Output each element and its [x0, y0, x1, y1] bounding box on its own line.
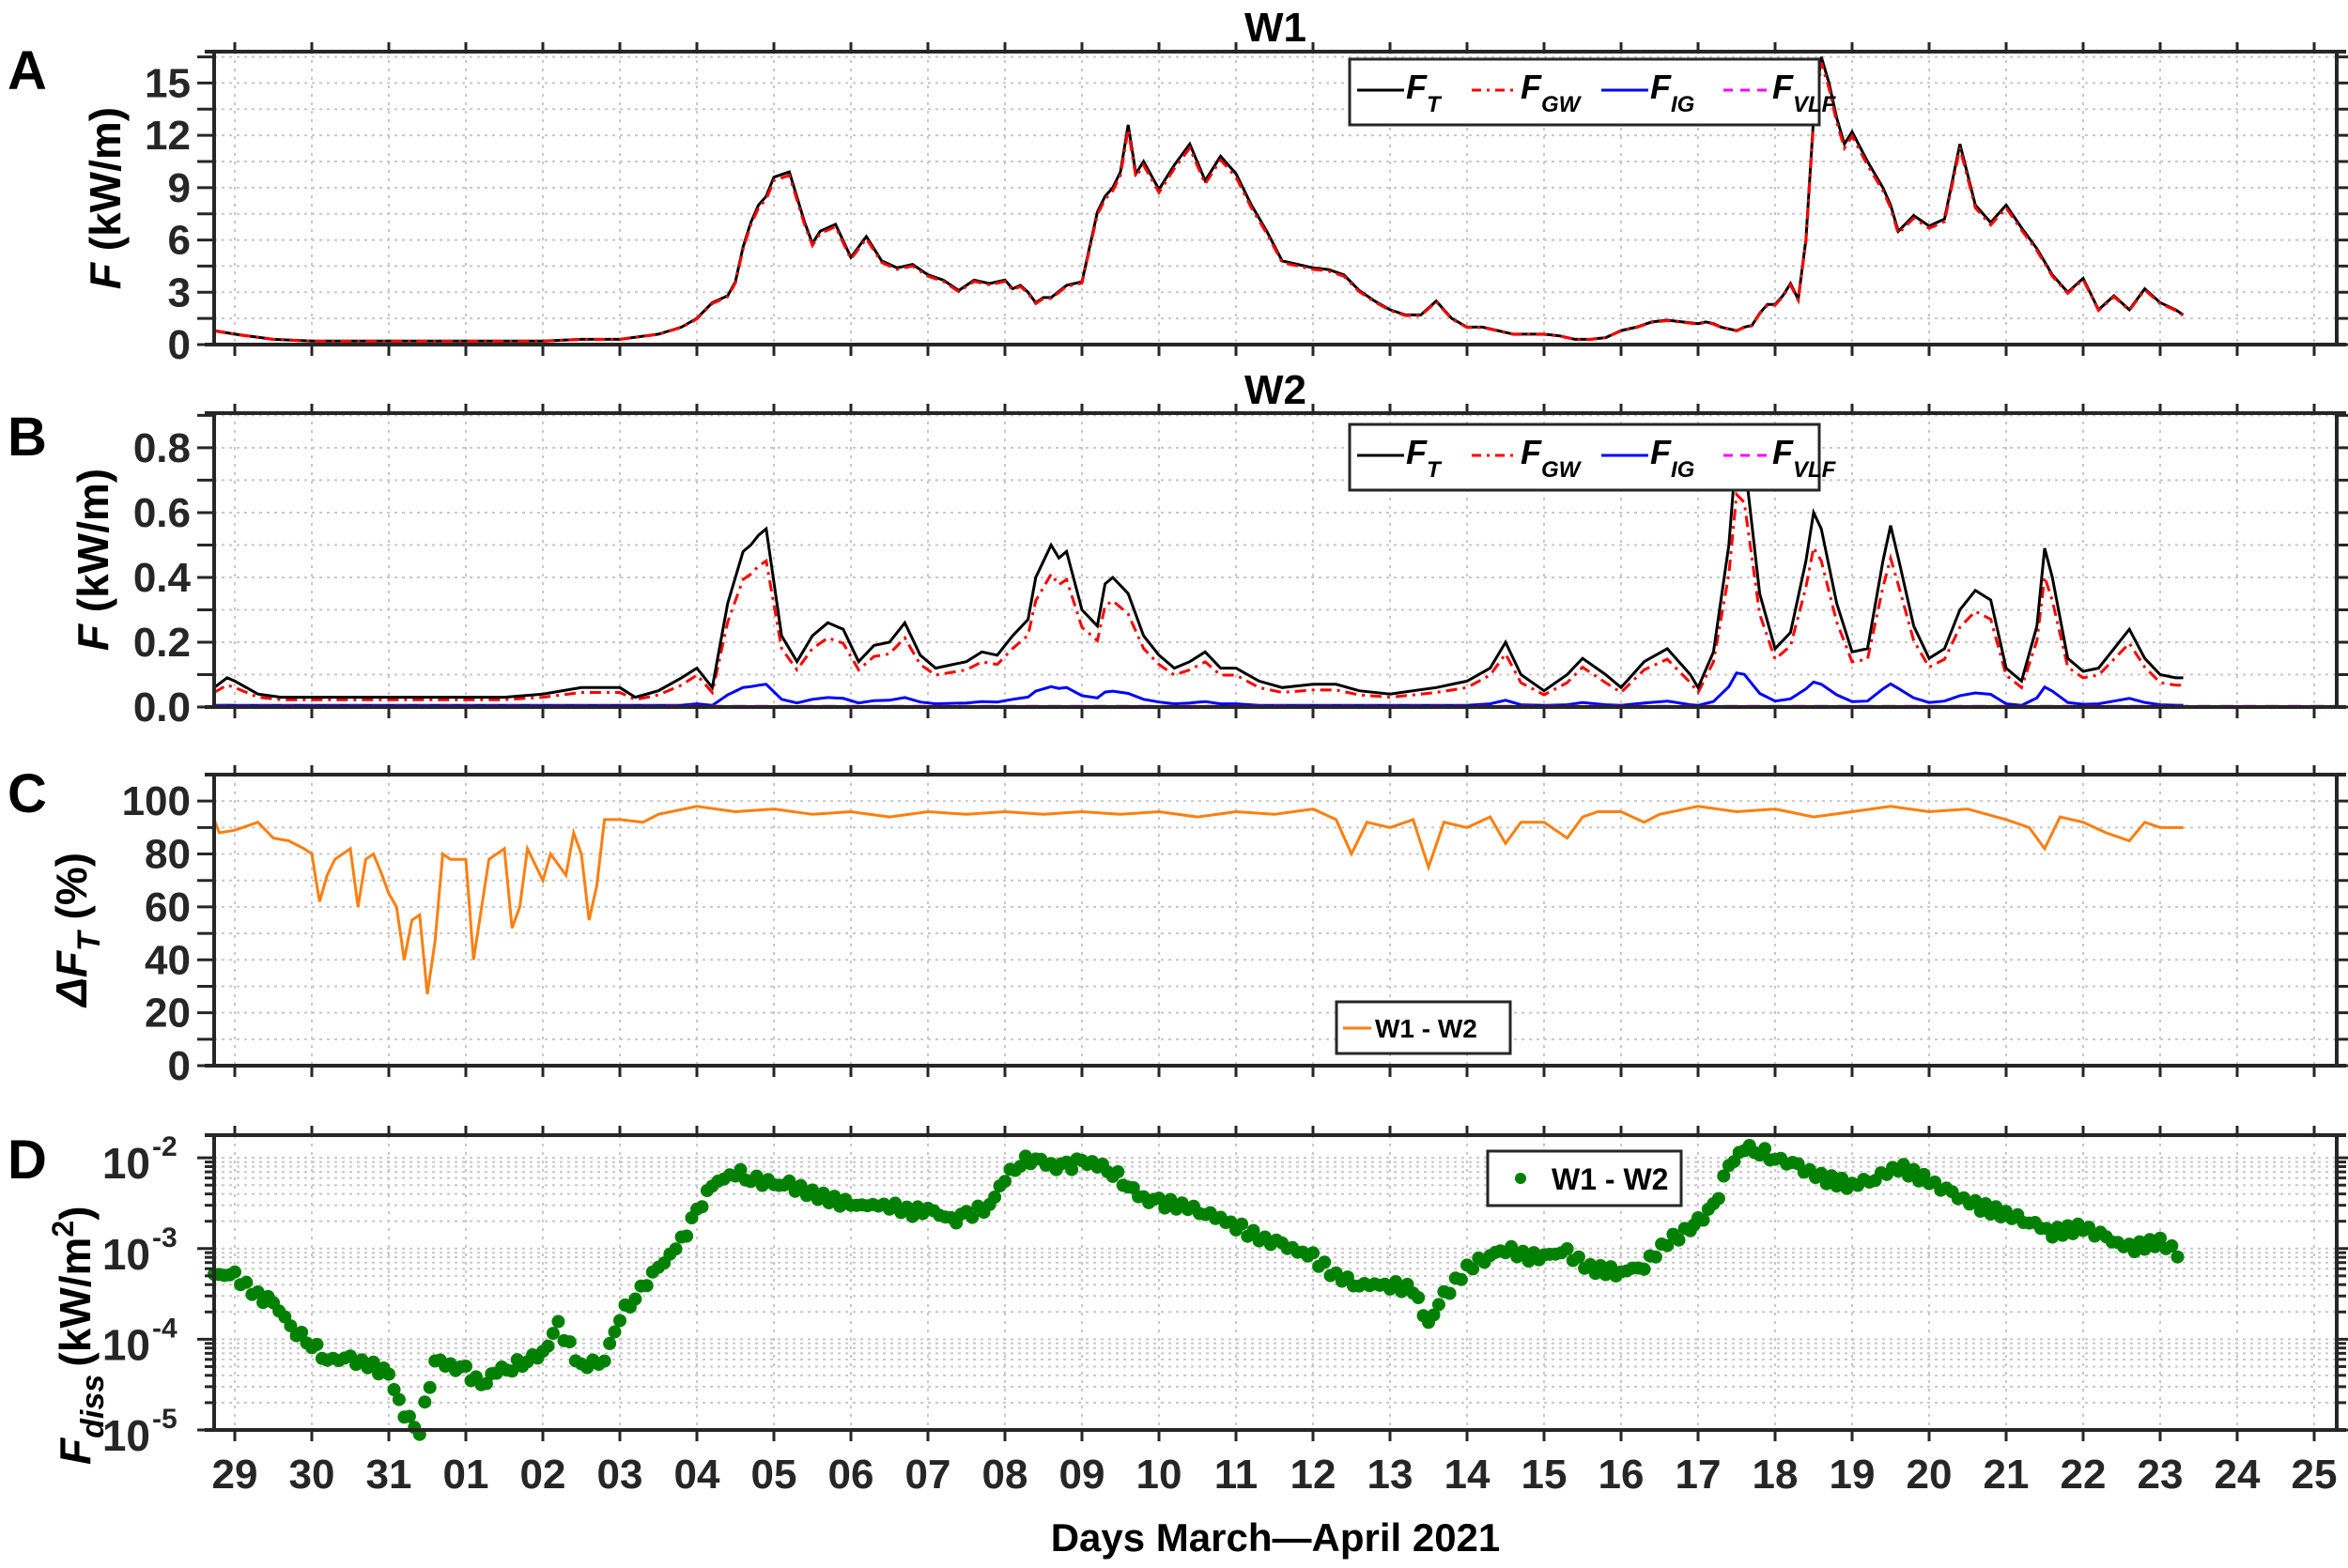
- x-tick-label: 24: [2215, 1452, 2261, 1498]
- svg-text:-5: -5: [152, 1404, 178, 1435]
- panel-c-ylabel: ΔFT (%): [47, 853, 107, 1008]
- legend-label-flux: FT: [1406, 433, 1443, 483]
- x-tick-label: 03: [597, 1452, 643, 1498]
- x-tick-label: 19: [1830, 1452, 1876, 1498]
- y-tick-label: 0.4: [133, 555, 192, 601]
- x-tick-label: 16: [1599, 1452, 1645, 1498]
- y-tick-label-log: 10: [102, 1139, 150, 1188]
- legend-panel-c: W1 - W2: [1335, 1000, 1512, 1055]
- y-tick-label-log: 10: [102, 1230, 150, 1279]
- y-tick-label: 40: [145, 937, 191, 983]
- data-series: [208, 56, 2337, 1441]
- y-tick-label: 0.6: [133, 490, 191, 536]
- panel-a-ylabel: F (kW/m): [81, 107, 130, 289]
- x-tick-label: 13: [1367, 1452, 1413, 1498]
- y-tick-label: 80: [145, 832, 191, 878]
- panel-letter-d: D: [8, 1130, 47, 1191]
- panel-d-ylabel-main: Fdiss: [51, 1375, 111, 1465]
- panel-letter-b: B: [8, 407, 47, 468]
- svg-text:-2: -2: [152, 1131, 178, 1162]
- y-tick-label: 0.2: [133, 620, 191, 666]
- x-tick-label: 07: [905, 1452, 951, 1498]
- panel-b-title: W2: [1244, 367, 1306, 413]
- x-tick-label: 10: [1136, 1452, 1182, 1498]
- x-axis-label: Days March—April 2021: [1051, 1515, 1501, 1560]
- x-tick-label: 25: [2292, 1452, 2338, 1498]
- legend-label-flux: FIG: [1650, 433, 1694, 483]
- panel-b-ylabel: F (kW/m): [69, 469, 117, 651]
- legend-label-flux: FGW: [1521, 68, 1583, 117]
- x-tick-label: 02: [520, 1452, 566, 1498]
- y-tick-label: 6: [168, 218, 191, 264]
- x-tick-label: 14: [1444, 1452, 1491, 1498]
- panel-d-ylabel-unit: (kW/m2): [46, 1206, 100, 1366]
- x-tick-label: 06: [828, 1452, 874, 1498]
- legend-panel-d: W1 - W2: [1486, 1149, 1683, 1207]
- legend-panel-a: FT FGW FIG FVLF: [1348, 57, 1837, 127]
- x-tick-label: 05: [751, 1452, 797, 1498]
- legend-panel-b: FT FGW FIG FVLF: [1348, 423, 1837, 492]
- x-tick-label: 23: [2138, 1452, 2184, 1498]
- legend-label-flux: FT: [1406, 68, 1443, 117]
- y-tick-label-log: 10: [102, 1320, 150, 1369]
- x-tick-label: 29: [212, 1452, 258, 1498]
- x-tick-label: 31: [366, 1452, 412, 1498]
- legend-label-flux: FIG: [1650, 68, 1694, 117]
- x-tick-label: 20: [1907, 1452, 1953, 1498]
- svg-text:-4: -4: [152, 1313, 178, 1344]
- legend-marker-fdiss: [1515, 1173, 1526, 1184]
- y-tick-label-log: 10: [102, 1411, 150, 1460]
- x-tick-label: 15: [1522, 1452, 1568, 1498]
- legend-label-d: W1 - W2: [1552, 1162, 1668, 1196]
- x-tick-label: 30: [289, 1452, 335, 1498]
- y-tick-label: 100: [122, 778, 191, 824]
- axes: [197, 42, 2348, 1441]
- x-tick-label: 17: [1676, 1452, 1722, 1498]
- x-tick-label: 04: [674, 1452, 720, 1498]
- x-tick-label: 08: [982, 1452, 1028, 1498]
- svg-text:-3: -3: [152, 1222, 178, 1253]
- x-tick-label: 18: [1753, 1452, 1799, 1498]
- y-tick-label: 0: [168, 1043, 191, 1089]
- y-tick-label: 12: [145, 113, 191, 159]
- legend-label-c: W1 - W2: [1375, 1014, 1477, 1043]
- legend-label-flux: FVLF: [1772, 68, 1837, 117]
- legend-label-flux: FGW: [1521, 433, 1583, 483]
- x-tick-label: 09: [1059, 1452, 1105, 1498]
- y-tick-label: 9: [168, 165, 191, 211]
- x-tick-label: 01: [443, 1452, 489, 1498]
- y-tick-label: 20: [145, 991, 191, 1037]
- y-tick-label: 0: [168, 322, 191, 368]
- panel-letter-c: C: [8, 763, 47, 824]
- x-tick-label: 11: [1214, 1452, 1259, 1498]
- panel-a-title: W1: [1244, 5, 1306, 51]
- x-tick-label: 22: [2061, 1452, 2107, 1498]
- y-tick-label: 60: [145, 884, 191, 930]
- y-tick-label: 3: [168, 269, 191, 315]
- x-tick-label: 21: [1984, 1452, 2030, 1498]
- legend-label-flux: FVLF: [1772, 433, 1837, 483]
- y-tick-label: 0.0: [133, 684, 191, 730]
- y-tick-label: 0.8: [133, 425, 191, 471]
- panel-letter-a: A: [8, 40, 47, 101]
- y-tick-label: 15: [145, 60, 191, 106]
- x-tick-label: 12: [1290, 1452, 1336, 1498]
